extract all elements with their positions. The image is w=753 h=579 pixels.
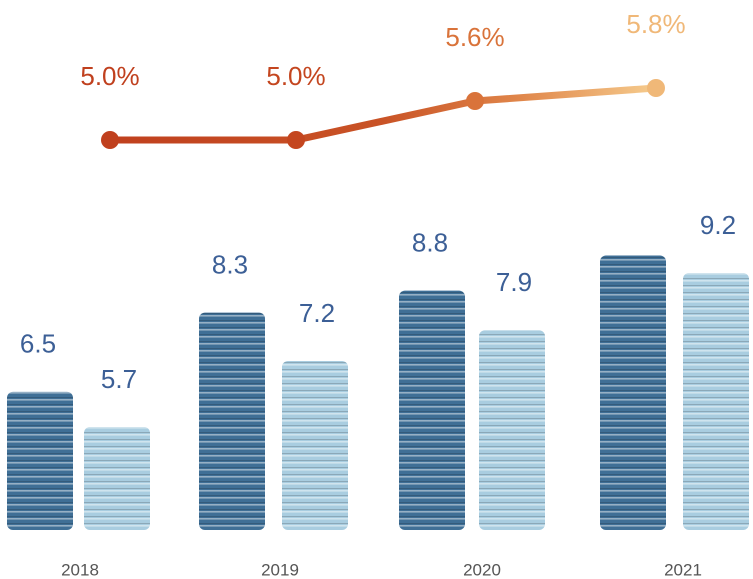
coin-texture	[479, 330, 545, 530]
coin-texture	[84, 427, 150, 530]
data-label: 8.8	[412, 228, 448, 258]
x-tick-label: 2018	[61, 560, 99, 579]
data-label: 5.0%	[266, 61, 325, 91]
line-point	[647, 79, 665, 97]
data-label: 8.3	[212, 250, 248, 280]
data-label: 5.7	[101, 364, 137, 394]
data-label: 7.2	[299, 298, 335, 328]
x-tick-label: 2021	[664, 560, 702, 579]
data-label: 5.0%	[80, 61, 139, 91]
coin-texture	[600, 255, 666, 530]
line	[106, 84, 660, 144]
coin-texture	[199, 312, 265, 530]
data-label: 9.2	[700, 210, 736, 240]
coin-texture	[399, 290, 465, 530]
data-label: 6.5	[20, 329, 56, 359]
coin-texture	[282, 361, 348, 530]
line-point	[466, 92, 484, 110]
data-label: 5.6%	[445, 22, 504, 52]
coin-texture	[683, 273, 749, 530]
coin-texture	[7, 391, 73, 530]
line-point	[287, 131, 305, 149]
x-tick-label: 2020	[463, 560, 501, 579]
line-point	[101, 131, 119, 149]
data-label: 7.9	[496, 267, 532, 297]
x-tick-label: 2019	[261, 560, 299, 579]
data-label: 5.8%	[626, 9, 685, 39]
